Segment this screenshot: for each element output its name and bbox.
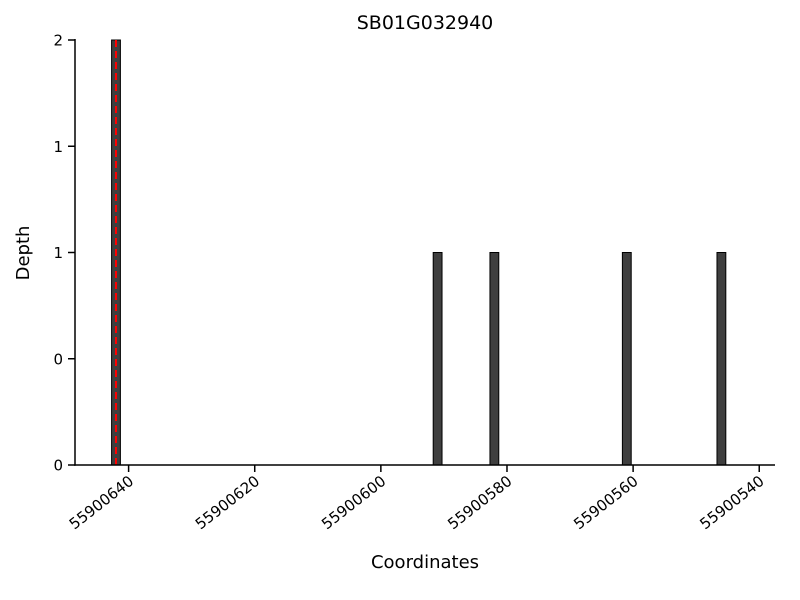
y-tick-label: 2 (53, 32, 63, 50)
chart-title: SB01G032940 (356, 12, 494, 34)
x-tick-label: 55900640 (66, 472, 137, 533)
x-tick-label: 55900600 (318, 472, 389, 533)
depth-bar (716, 252, 727, 466)
depth-bar (489, 252, 500, 466)
y-tick-label: 1 (53, 244, 63, 262)
y-tick-label: 0 (53, 457, 63, 475)
x-tick-label: 55900540 (696, 472, 767, 533)
x-axis-label: Coordinates (370, 552, 480, 573)
y-axis-label: Depth (13, 225, 34, 281)
y-tick-label: 0 (53, 350, 63, 368)
depth-bar (432, 252, 443, 466)
x-tick-label: 55900560 (570, 472, 641, 533)
y-tick-label: 1 (53, 138, 63, 156)
x-tick-label: 55900580 (444, 472, 515, 533)
x-tick-label: 55900620 (192, 472, 263, 533)
depth-bar (621, 252, 632, 466)
